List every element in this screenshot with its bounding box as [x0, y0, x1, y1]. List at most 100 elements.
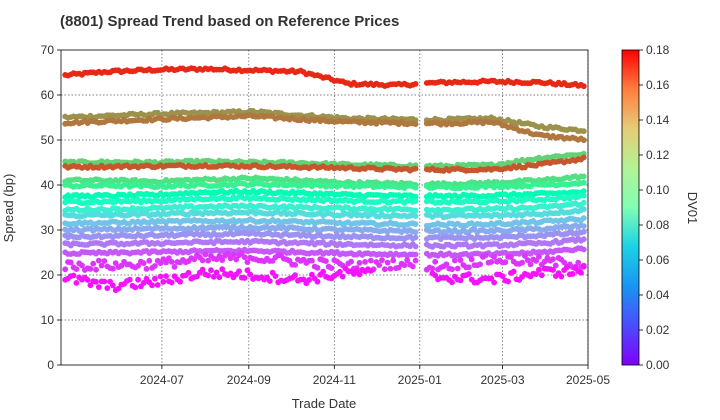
data-point: [292, 272, 298, 279]
series-13: [62, 228, 587, 243]
y-tick-label: 20: [41, 268, 55, 282]
data-point: [580, 192, 587, 199]
y-tick-label: 60: [41, 88, 55, 102]
data-point: [580, 173, 587, 180]
data-point: [241, 254, 248, 261]
y-axis-ticks: 0 10 20 30 40 50 60 70: [41, 43, 61, 372]
data-point: [62, 266, 69, 273]
data-point: [152, 263, 158, 269]
data-point: [508, 254, 514, 260]
data-point: [457, 257, 464, 264]
data-point: [558, 273, 565, 280]
data-point: [510, 268, 517, 275]
data-point: [432, 258, 439, 265]
data-point: [140, 280, 147, 286]
data-point: [412, 81, 419, 87]
x-axis-label: Trade Date: [292, 396, 357, 411]
data-point: [482, 252, 489, 259]
data-point: [93, 278, 99, 285]
data-point: [505, 278, 511, 285]
data-point: [580, 223, 587, 230]
data-point: [213, 269, 220, 276]
data-point: [171, 264, 178, 270]
data-point: [84, 277, 91, 283]
data-point: [412, 229, 419, 236]
data-point: [309, 257, 315, 264]
data-point: [323, 258, 329, 264]
data-point: [457, 277, 464, 284]
data-point: [580, 83, 587, 90]
data-point: [90, 260, 97, 267]
data-point: [95, 284, 102, 290]
series-17: [62, 263, 587, 294]
data-point: [163, 259, 170, 266]
data-point: [550, 267, 556, 273]
data-point: [564, 264, 570, 271]
data-point: [135, 276, 142, 283]
data-point: [132, 284, 139, 291]
data-point: [247, 271, 254, 278]
data-point: [185, 269, 192, 276]
data-point: [104, 285, 111, 291]
data-point: [524, 257, 531, 263]
data-point: [536, 253, 542, 260]
colorbar-tick-label: 0.04: [646, 288, 670, 302]
data-point: [314, 278, 321, 285]
data-point: [152, 275, 158, 282]
data-point: [575, 259, 582, 266]
data-point: [202, 251, 209, 258]
data-point: [230, 252, 237, 258]
data-point: [449, 266, 455, 273]
data-point: [67, 259, 74, 266]
data-point: [224, 250, 231, 257]
colorbar-tick-label: 0.10: [646, 183, 670, 197]
data-point: [412, 213, 419, 220]
data-point: [367, 268, 374, 274]
data-point: [412, 121, 419, 127]
data-point: [95, 257, 102, 264]
data-point: [412, 184, 419, 191]
series-15: [62, 245, 587, 259]
colorbar-tick-label: 0.14: [646, 113, 670, 127]
series-0: [62, 65, 587, 90]
data-point: [339, 273, 346, 280]
data-point: [376, 262, 383, 268]
data-point: [160, 278, 167, 285]
data-point: [412, 221, 419, 228]
data-point: [146, 257, 153, 264]
colorbar-label: DV01: [685, 192, 700, 225]
series-11: [62, 215, 587, 229]
data-point: [115, 285, 122, 292]
data-point: [550, 256, 556, 263]
data-point: [219, 257, 226, 263]
data-point: [101, 258, 108, 264]
data-point: [477, 261, 483, 268]
y-axis-label: Spread (bp): [1, 174, 16, 243]
series-7: [62, 187, 587, 201]
data-point: [157, 273, 164, 280]
x-tick-label: 2025-01: [398, 373, 442, 387]
data-point: [244, 259, 251, 265]
data-point: [412, 207, 419, 214]
data-point: [384, 259, 391, 266]
data-point: [536, 266, 542, 273]
y-tick-label: 10: [41, 313, 55, 327]
data-point: [533, 271, 539, 277]
data-point: [580, 236, 587, 243]
x-tick-label: 2024-09: [227, 373, 271, 387]
data-point: [205, 257, 212, 264]
data-point: [578, 269, 584, 276]
x-tick-label: 2025-05: [566, 373, 610, 387]
data-point: [580, 188, 587, 194]
series-8: [62, 192, 587, 207]
data-point: [580, 246, 587, 253]
data-point: [580, 199, 587, 206]
data-point: [404, 257, 411, 264]
data-point: [533, 258, 539, 264]
data-point: [409, 263, 416, 270]
colorbar-tick-label: 0.08: [646, 218, 670, 232]
data-point: [412, 198, 419, 205]
data-point: [443, 261, 450, 268]
data-point: [143, 266, 150, 272]
data-point: [412, 165, 419, 172]
